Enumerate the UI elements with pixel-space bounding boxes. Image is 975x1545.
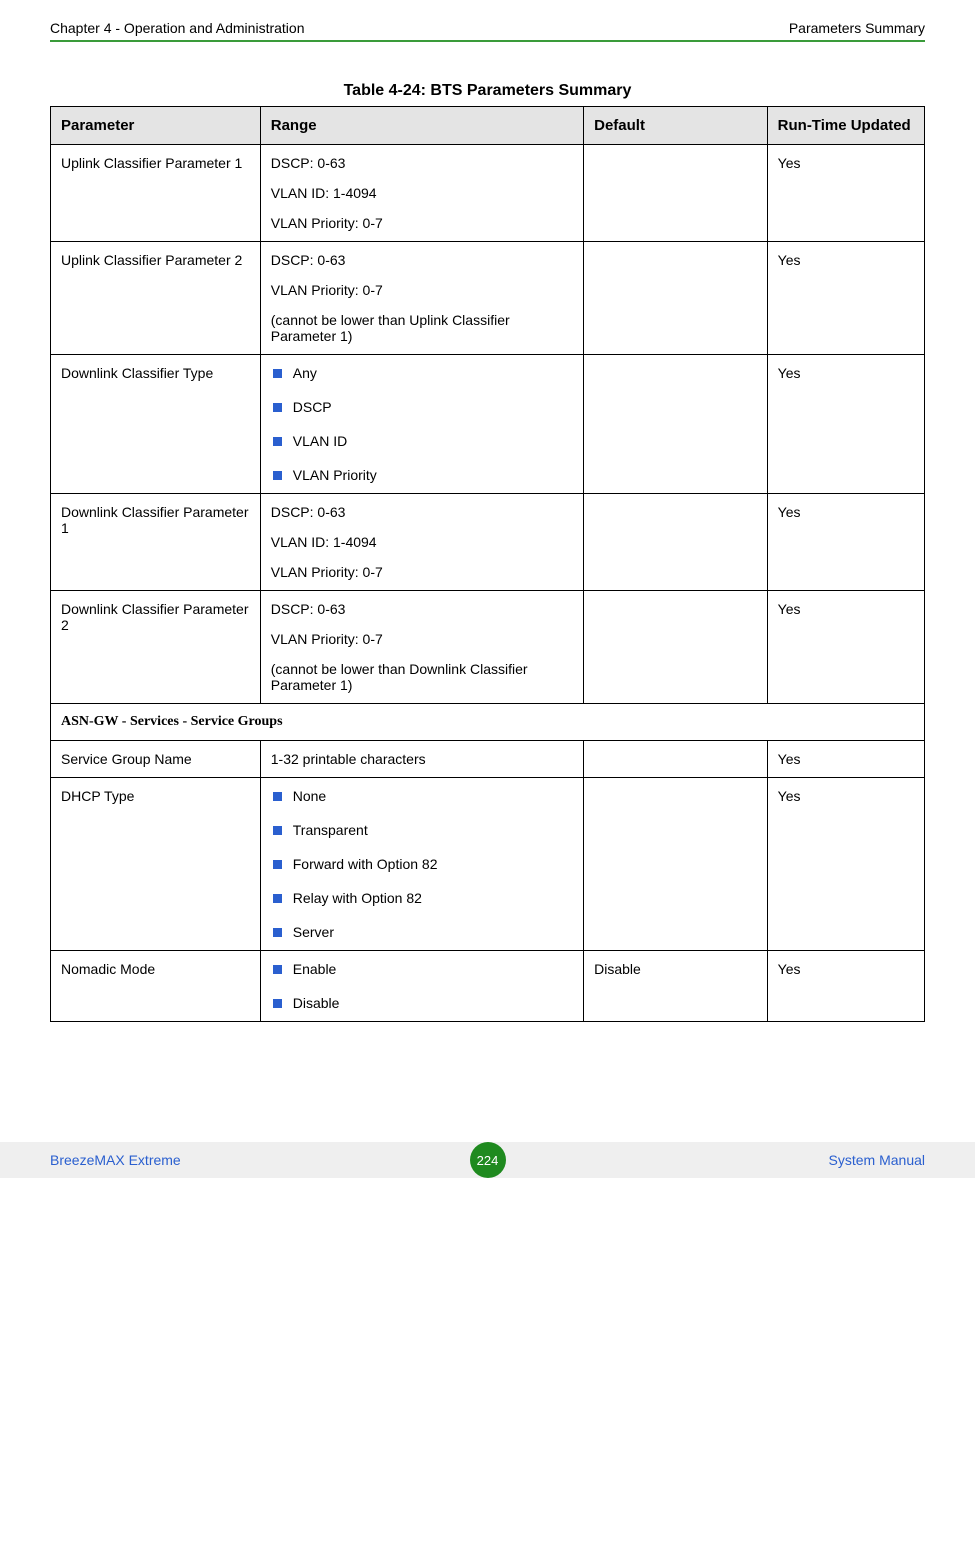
range-option: Enable xyxy=(271,961,573,977)
col-parameter: Parameter xyxy=(51,107,261,145)
cell-parameter: DHCP Type xyxy=(51,778,261,951)
cell-parameter: Service Group Name xyxy=(51,741,261,778)
cell-runtime: Yes xyxy=(767,951,924,1022)
footer-left: BreezeMAX Extreme xyxy=(50,1152,181,1168)
range-line: DSCP: 0-63 xyxy=(271,601,573,617)
cell-default xyxy=(584,591,768,704)
cell-range: Enable Disable xyxy=(260,951,583,1022)
cell-range: DSCP: 0-63 VLAN ID: 1-4094 VLAN Priority… xyxy=(260,494,583,591)
page-content: Chapter 4 - Operation and Administration… xyxy=(0,0,975,1022)
cell-range: None Transparent Forward with Option 82 … xyxy=(260,778,583,951)
cell-runtime: Yes xyxy=(767,778,924,951)
table-row: Downlink Classifier Parameter 1 DSCP: 0-… xyxy=(51,494,925,591)
range-line: (cannot be lower than Downlink Classifie… xyxy=(271,661,573,693)
cell-default xyxy=(584,242,768,355)
range-line: DSCP: 0-63 xyxy=(271,252,573,268)
range-line: VLAN Priority: 0-7 xyxy=(271,631,573,647)
cell-range: DSCP: 0-63 VLAN Priority: 0-7 (cannot be… xyxy=(260,242,583,355)
cell-range: DSCP: 0-63 VLAN ID: 1-4094 VLAN Priority… xyxy=(260,145,583,242)
cell-parameter: Downlink Classifier Parameter 2 xyxy=(51,591,261,704)
table-header-row: Parameter Range Default Run-Time Updated xyxy=(51,107,925,145)
range-option: Any xyxy=(271,365,573,381)
cell-runtime: Yes xyxy=(767,741,924,778)
table-row: Service Group Name 1-32 printable charac… xyxy=(51,741,925,778)
cell-parameter: Downlink Classifier Parameter 1 xyxy=(51,494,261,591)
table-row: DHCP Type None Transparent Forward with … xyxy=(51,778,925,951)
range-line: VLAN Priority: 0-7 xyxy=(271,564,573,580)
range-line: VLAN Priority: 0-7 xyxy=(271,215,573,231)
col-runtime: Run-Time Updated xyxy=(767,107,924,145)
cell-range: Any DSCP VLAN ID VLAN Priority xyxy=(260,355,583,494)
range-line: DSCP: 0-63 xyxy=(271,504,573,520)
range-option: Forward with Option 82 xyxy=(271,856,573,872)
table-row: Nomadic Mode Enable Disable Disable Yes xyxy=(51,951,925,1022)
page-footer: BreezeMAX Extreme 224 System Manual xyxy=(0,1142,975,1178)
range-option: Server xyxy=(271,924,573,940)
range-line: DSCP: 0-63 xyxy=(271,155,573,171)
cell-default xyxy=(584,494,768,591)
table-row: Uplink Classifier Parameter 2 DSCP: 0-63… xyxy=(51,242,925,355)
cell-parameter: Nomadic Mode xyxy=(51,951,261,1022)
parameters-table: Parameter Range Default Run-Time Updated… xyxy=(50,106,925,1022)
cell-parameter: Uplink Classifier Parameter 2 xyxy=(51,242,261,355)
range-line: VLAN Priority: 0-7 xyxy=(271,282,573,298)
cell-parameter: Uplink Classifier Parameter 1 xyxy=(51,145,261,242)
header-divider xyxy=(50,40,925,42)
range-option: None xyxy=(271,788,573,804)
cell-default xyxy=(584,145,768,242)
header-right: Parameters Summary xyxy=(789,20,925,36)
cell-runtime: Yes xyxy=(767,242,924,355)
range-line: VLAN ID: 1-4094 xyxy=(271,185,573,201)
range-line: VLAN ID: 1-4094 xyxy=(271,534,573,550)
range-line: (cannot be lower than Uplink Classifier … xyxy=(271,312,573,344)
range-option: Disable xyxy=(271,995,573,1011)
col-range: Range xyxy=(260,107,583,145)
cell-default xyxy=(584,778,768,951)
range-option: VLAN ID xyxy=(271,433,573,449)
running-header: Chapter 4 - Operation and Administration… xyxy=(50,20,925,40)
range-option: Relay with Option 82 xyxy=(271,890,573,906)
header-left: Chapter 4 - Operation and Administration xyxy=(50,20,304,36)
col-default: Default xyxy=(584,107,768,145)
cell-default xyxy=(584,355,768,494)
page-number-badge: 224 xyxy=(470,1142,506,1178)
range-option: DSCP xyxy=(271,399,573,415)
cell-default: Disable xyxy=(584,951,768,1022)
table-row: Downlink Classifier Type Any DSCP VLAN I… xyxy=(51,355,925,494)
cell-range: 1-32 printable characters xyxy=(260,741,583,778)
cell-runtime: Yes xyxy=(767,591,924,704)
cell-runtime: Yes xyxy=(767,494,924,591)
cell-range: DSCP: 0-63 VLAN Priority: 0-7 (cannot be… xyxy=(260,591,583,704)
cell-parameter: Downlink Classifier Type xyxy=(51,355,261,494)
cell-runtime: Yes xyxy=(767,355,924,494)
cell-runtime: Yes xyxy=(767,145,924,242)
footer-right: System Manual xyxy=(829,1152,925,1168)
table-row: Uplink Classifier Parameter 1 DSCP: 0-63… xyxy=(51,145,925,242)
table-row: Downlink Classifier Parameter 2 DSCP: 0-… xyxy=(51,591,925,704)
section-row: ASN-GW - Services - Service Groups xyxy=(51,704,925,741)
table-caption: Table 4-24: BTS Parameters Summary xyxy=(50,82,925,100)
section-heading: ASN-GW - Services - Service Groups xyxy=(51,704,925,741)
cell-default xyxy=(584,741,768,778)
range-option: Transparent xyxy=(271,822,573,838)
range-option: VLAN Priority xyxy=(271,467,573,483)
